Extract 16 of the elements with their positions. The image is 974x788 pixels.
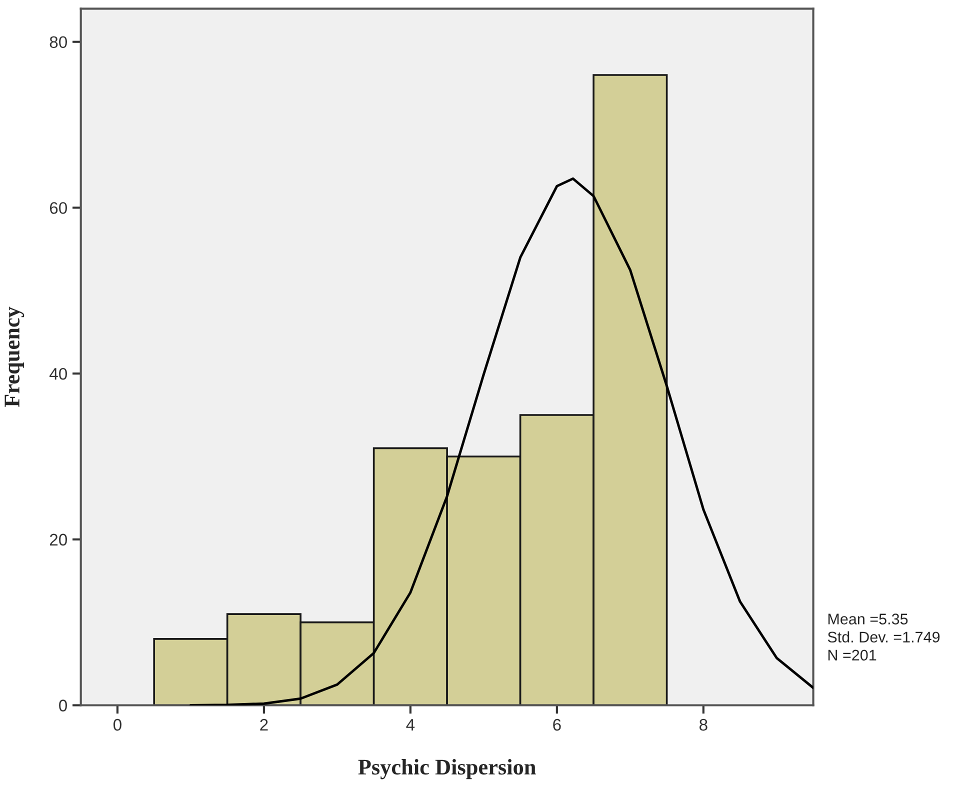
x-tick-label: 0 <box>113 718 122 731</box>
x-tick-label: 6 <box>553 718 561 731</box>
x-tick-label: 8 <box>700 718 708 731</box>
y-tick-label: 80 <box>50 36 67 48</box>
x-tick-label: 2 <box>260 718 268 731</box>
y-axis-title: Frequency <box>4 306 24 407</box>
y-tick-label: 60 <box>50 202 67 214</box>
y-tick-label: 20 <box>50 534 67 546</box>
line-series <box>189 177 814 706</box>
text: Std. Dev. =1.749 <box>828 631 940 643</box>
y-tick-label: 0 <box>59 700 67 712</box>
x-axis-title: Psychic Dispersion <box>358 758 536 780</box>
text: N =201 <box>828 650 876 661</box>
text: Mean =5.35 <box>828 614 908 624</box>
y-tick-label: 40 <box>49 368 67 380</box>
x-tick-label: 4 <box>406 719 415 731</box>
